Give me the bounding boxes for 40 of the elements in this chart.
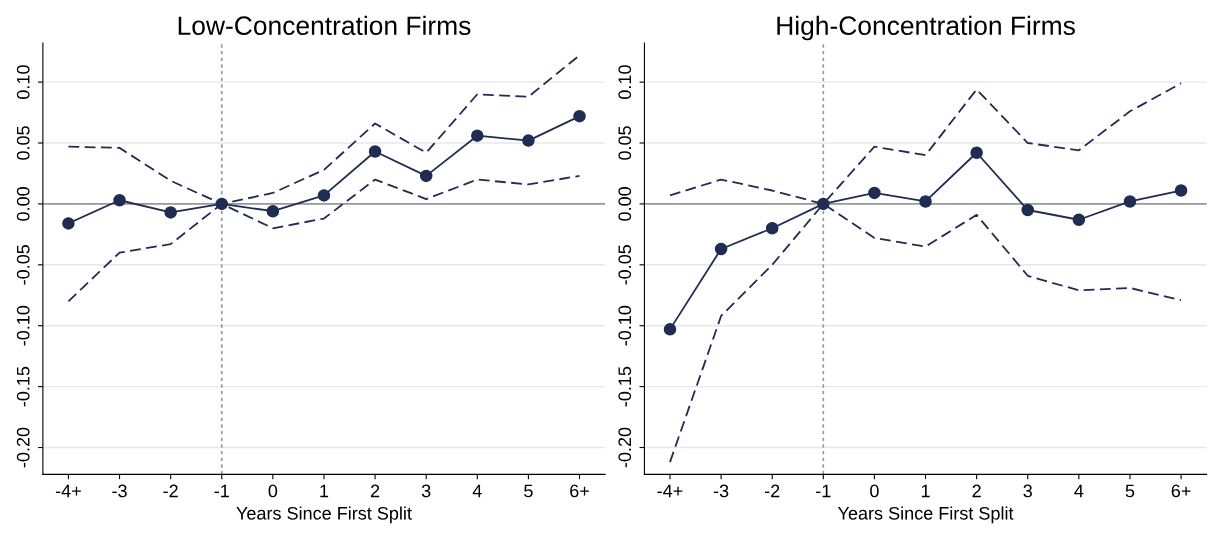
y-tick-label: -0.10	[16, 305, 30, 346]
x-tick-label: -2	[764, 484, 780, 498]
x-tick-label: -1	[214, 484, 229, 498]
y-tick-label: -0.05	[618, 244, 632, 285]
x-tick-label: -3	[713, 484, 729, 498]
y-tick-label: -0.20	[618, 427, 632, 468]
x-tick-label: 0	[268, 484, 278, 498]
y-tick-label: -0.15	[16, 366, 30, 407]
x-axis-title: Years Since First Split	[236, 506, 412, 524]
x-tick-label: -4+	[657, 484, 683, 498]
x-axis-title: Years Since First Split	[837, 506, 1014, 524]
y-tick-label: 0.05	[16, 126, 30, 160]
y-tick-label: -0.15	[618, 366, 632, 407]
x-tick-label: 5	[524, 484, 533, 498]
y-tick-label: -0.20	[16, 427, 30, 468]
y-tick-label: 0.00	[16, 187, 30, 221]
y-tick-label: 0.10	[618, 65, 632, 99]
x-tick-label: -4+	[55, 484, 81, 498]
x-tick-label: 5	[1125, 484, 1135, 498]
x-tick-label: 3	[421, 484, 431, 498]
x-tick-label: 6+	[1171, 484, 1191, 498]
x-tick-label: 6+	[570, 484, 589, 498]
y-tick-label: 0.00	[618, 187, 632, 221]
x-tick-label: 2	[370, 484, 380, 498]
x-tick-label: 1	[921, 484, 930, 498]
x-tick-label: -1	[816, 484, 831, 498]
x-tick-label: -3	[112, 484, 127, 498]
x-tick-label: 4	[472, 484, 482, 498]
x-tick-label: 0	[870, 484, 879, 498]
chart-title: High-Concentration Firms	[777, 15, 1075, 41]
x-tick-label: 2	[972, 484, 981, 498]
x-tick-label: 4	[1074, 484, 1084, 498]
y-tick-label: -0.10	[618, 305, 632, 346]
y-tick-label: 0.10	[16, 65, 30, 99]
x-tick-label: 1	[320, 484, 329, 498]
x-tick-label: 3	[1023, 484, 1032, 498]
x-tick-label: -2	[163, 484, 178, 498]
y-tick-label: 0.05	[618, 126, 632, 160]
chart-title: Low-Concentration Firms	[178, 15, 471, 36]
y-tick-label: -0.05	[16, 244, 30, 285]
